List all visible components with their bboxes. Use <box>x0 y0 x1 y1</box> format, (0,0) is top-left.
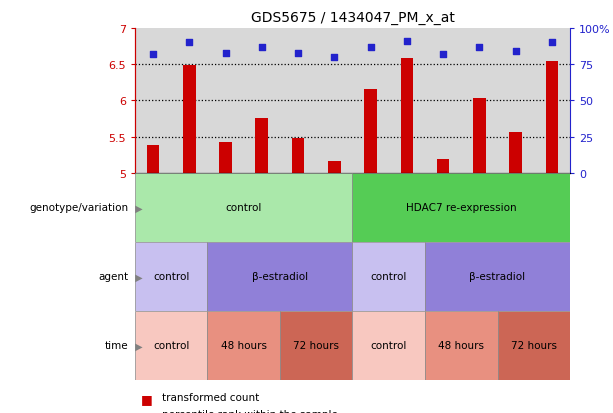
Text: ▶: ▶ <box>132 272 142 282</box>
Text: β-estradiol: β-estradiol <box>470 272 525 282</box>
Point <box>257 44 267 51</box>
Text: transformed count: transformed count <box>162 392 260 402</box>
Bar <box>352 242 425 311</box>
Text: time: time <box>105 341 129 351</box>
Point <box>511 49 520 55</box>
Bar <box>425 242 570 311</box>
Bar <box>425 311 498 380</box>
Bar <box>328 162 341 173</box>
Point <box>148 52 158 58</box>
Bar <box>219 142 232 173</box>
Bar <box>498 311 570 380</box>
Text: control: control <box>153 341 189 351</box>
Bar <box>352 173 570 242</box>
Point <box>221 50 230 57</box>
Text: control: control <box>370 272 407 282</box>
Text: agent: agent <box>99 272 129 282</box>
Bar <box>352 311 425 380</box>
Bar <box>135 173 352 242</box>
Text: 72 hours: 72 hours <box>511 341 557 351</box>
Bar <box>400 59 413 173</box>
Bar <box>546 62 558 173</box>
Text: ■: ■ <box>141 409 153 413</box>
Point <box>329 55 339 61</box>
Text: HDAC7 re-expression: HDAC7 re-expression <box>406 203 517 213</box>
Bar <box>207 311 280 380</box>
Text: percentile rank within the sample: percentile rank within the sample <box>162 409 338 413</box>
Bar <box>183 66 196 173</box>
Text: ■: ■ <box>141 392 153 405</box>
Text: 48 hours: 48 hours <box>438 341 484 351</box>
Text: ▶: ▶ <box>132 341 142 351</box>
Point <box>293 50 303 57</box>
Text: β-estradiol: β-estradiol <box>252 272 308 282</box>
Bar <box>256 119 268 173</box>
Point <box>474 44 484 51</box>
Bar <box>147 146 159 173</box>
Bar <box>437 160 449 173</box>
Bar <box>207 242 352 311</box>
Text: ▶: ▶ <box>132 203 142 213</box>
Bar <box>135 311 207 380</box>
Point <box>185 40 194 47</box>
Bar <box>280 311 352 380</box>
Bar <box>292 139 305 173</box>
Point <box>438 52 448 58</box>
Text: control: control <box>153 272 189 282</box>
Bar <box>509 133 522 173</box>
Bar <box>135 242 207 311</box>
Text: genotype/variation: genotype/variation <box>29 203 129 213</box>
Text: 48 hours: 48 hours <box>221 341 267 351</box>
Point <box>402 38 412 45</box>
Text: 72 hours: 72 hours <box>293 341 339 351</box>
Bar <box>473 99 485 173</box>
Point <box>547 40 557 47</box>
Point <box>366 44 376 51</box>
Title: GDS5675 / 1434047_PM_x_at: GDS5675 / 1434047_PM_x_at <box>251 11 454 25</box>
Text: control: control <box>226 203 262 213</box>
Text: control: control <box>370 341 407 351</box>
Bar <box>364 90 377 173</box>
